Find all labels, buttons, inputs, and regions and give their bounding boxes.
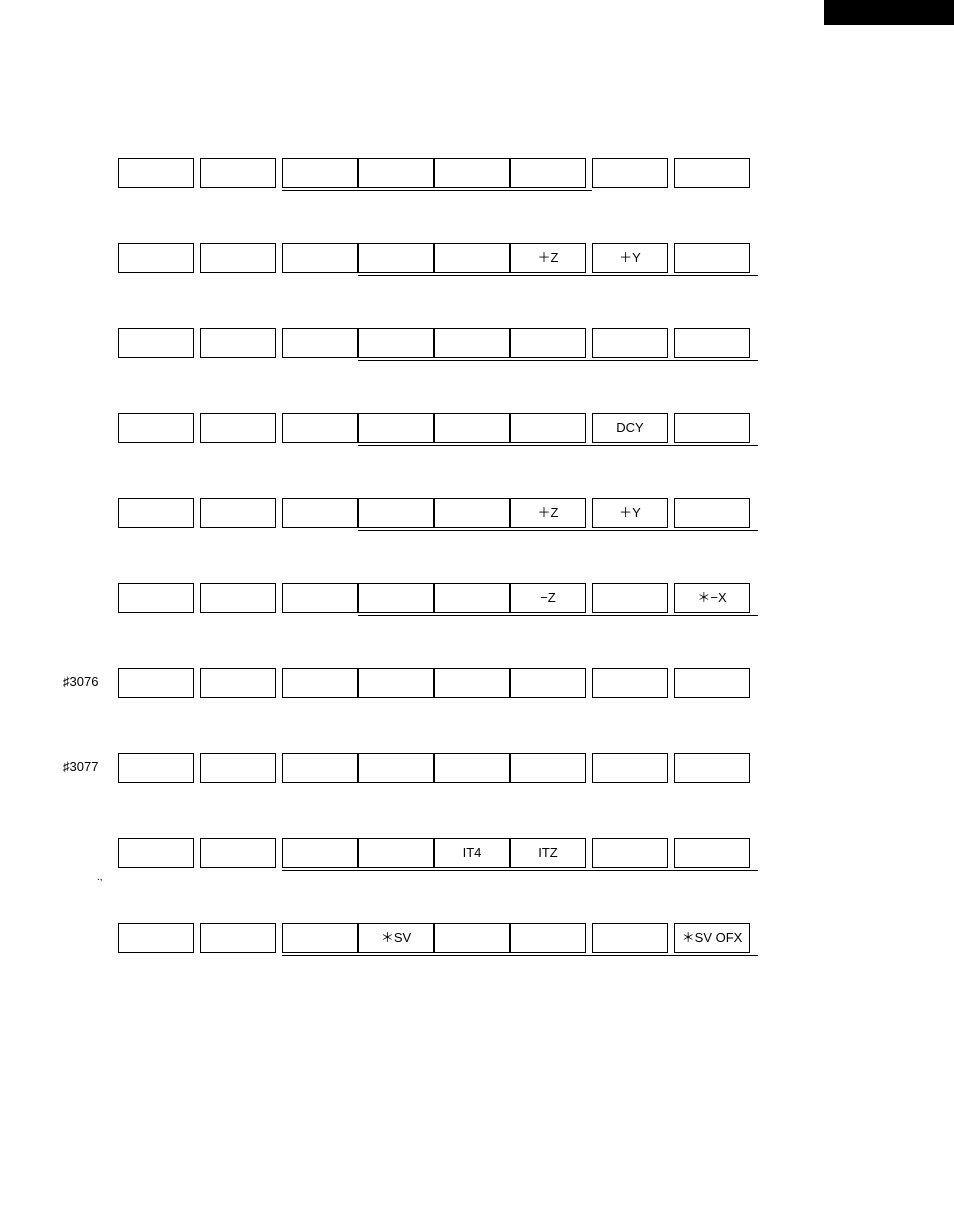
cell (118, 668, 194, 698)
cell (282, 413, 358, 443)
row-label: ♯3077 (63, 759, 98, 774)
cell (434, 158, 510, 188)
cell (358, 413, 434, 443)
cell (592, 583, 668, 613)
cell (118, 753, 194, 783)
cell (674, 158, 750, 188)
cell (434, 668, 510, 698)
cell (282, 753, 358, 783)
cell (358, 328, 434, 358)
cell (358, 243, 434, 273)
cell (200, 668, 276, 698)
cell (282, 668, 358, 698)
cell (282, 328, 358, 358)
cell: ITZ (510, 838, 586, 868)
cell (282, 923, 358, 953)
cell (674, 838, 750, 868)
tick-mark: ., (97, 872, 103, 883)
cell (200, 753, 276, 783)
cell (510, 753, 586, 783)
cell (200, 328, 276, 358)
cell (358, 838, 434, 868)
cell (200, 243, 276, 273)
cell (358, 158, 434, 188)
cell: ＋Z (510, 243, 586, 273)
cell (592, 838, 668, 868)
cell: ＊SV (358, 923, 434, 953)
cell (358, 753, 434, 783)
cell (118, 923, 194, 953)
cell (434, 923, 510, 953)
cell (674, 328, 750, 358)
cell (358, 498, 434, 528)
cell (674, 498, 750, 528)
cell (510, 923, 586, 953)
cell (282, 243, 358, 273)
table-row (63, 328, 954, 364)
cell (118, 243, 194, 273)
cell (434, 583, 510, 613)
cell (358, 583, 434, 613)
cell (282, 158, 358, 188)
table-row: ＋Z ＋Y (63, 498, 954, 534)
cell (118, 413, 194, 443)
table-row: DCY (63, 413, 954, 449)
cell (674, 668, 750, 698)
cell (434, 753, 510, 783)
cell (510, 158, 586, 188)
cell (674, 243, 750, 273)
cell (200, 838, 276, 868)
cell (592, 923, 668, 953)
cell (434, 328, 510, 358)
cell (200, 923, 276, 953)
cell (118, 158, 194, 188)
table-row: −Z ＊−X (63, 583, 954, 619)
cell (200, 498, 276, 528)
cell (200, 583, 276, 613)
table-row: ＊SV ＊SV OFX (63, 923, 954, 959)
cell (282, 583, 358, 613)
cell (674, 753, 750, 783)
cell (118, 838, 194, 868)
cell (510, 668, 586, 698)
cell (118, 328, 194, 358)
cell: ＋Y (592, 243, 668, 273)
table-row: IT4 ITZ (63, 838, 954, 874)
cell (510, 328, 586, 358)
table-row: ♯3077 (63, 753, 954, 789)
table-row (63, 158, 954, 194)
cell (592, 753, 668, 783)
cell: ＋Y (592, 498, 668, 528)
cell: DCY (592, 413, 668, 443)
table-row: ♯3076 (63, 668, 954, 704)
cell (358, 668, 434, 698)
cell: ＊−X (674, 583, 750, 613)
row-label: ♯3076 (63, 674, 98, 689)
cell (282, 838, 358, 868)
table-row: ＋Z ＋Y (63, 243, 954, 279)
cell: ＋Z (510, 498, 586, 528)
cell (118, 498, 194, 528)
cell (510, 413, 586, 443)
cell (200, 158, 276, 188)
cell (592, 668, 668, 698)
cell (674, 413, 750, 443)
cell: IT4 (434, 838, 510, 868)
cell (434, 498, 510, 528)
table-content: ＋Z ＋Y (0, 0, 954, 959)
cell (434, 413, 510, 443)
cell (434, 243, 510, 273)
cell (592, 158, 668, 188)
cell (592, 328, 668, 358)
cell: ＊SV OFX (674, 923, 750, 953)
cell: −Z (510, 583, 586, 613)
cell (200, 413, 276, 443)
cell (282, 498, 358, 528)
cell (118, 583, 194, 613)
